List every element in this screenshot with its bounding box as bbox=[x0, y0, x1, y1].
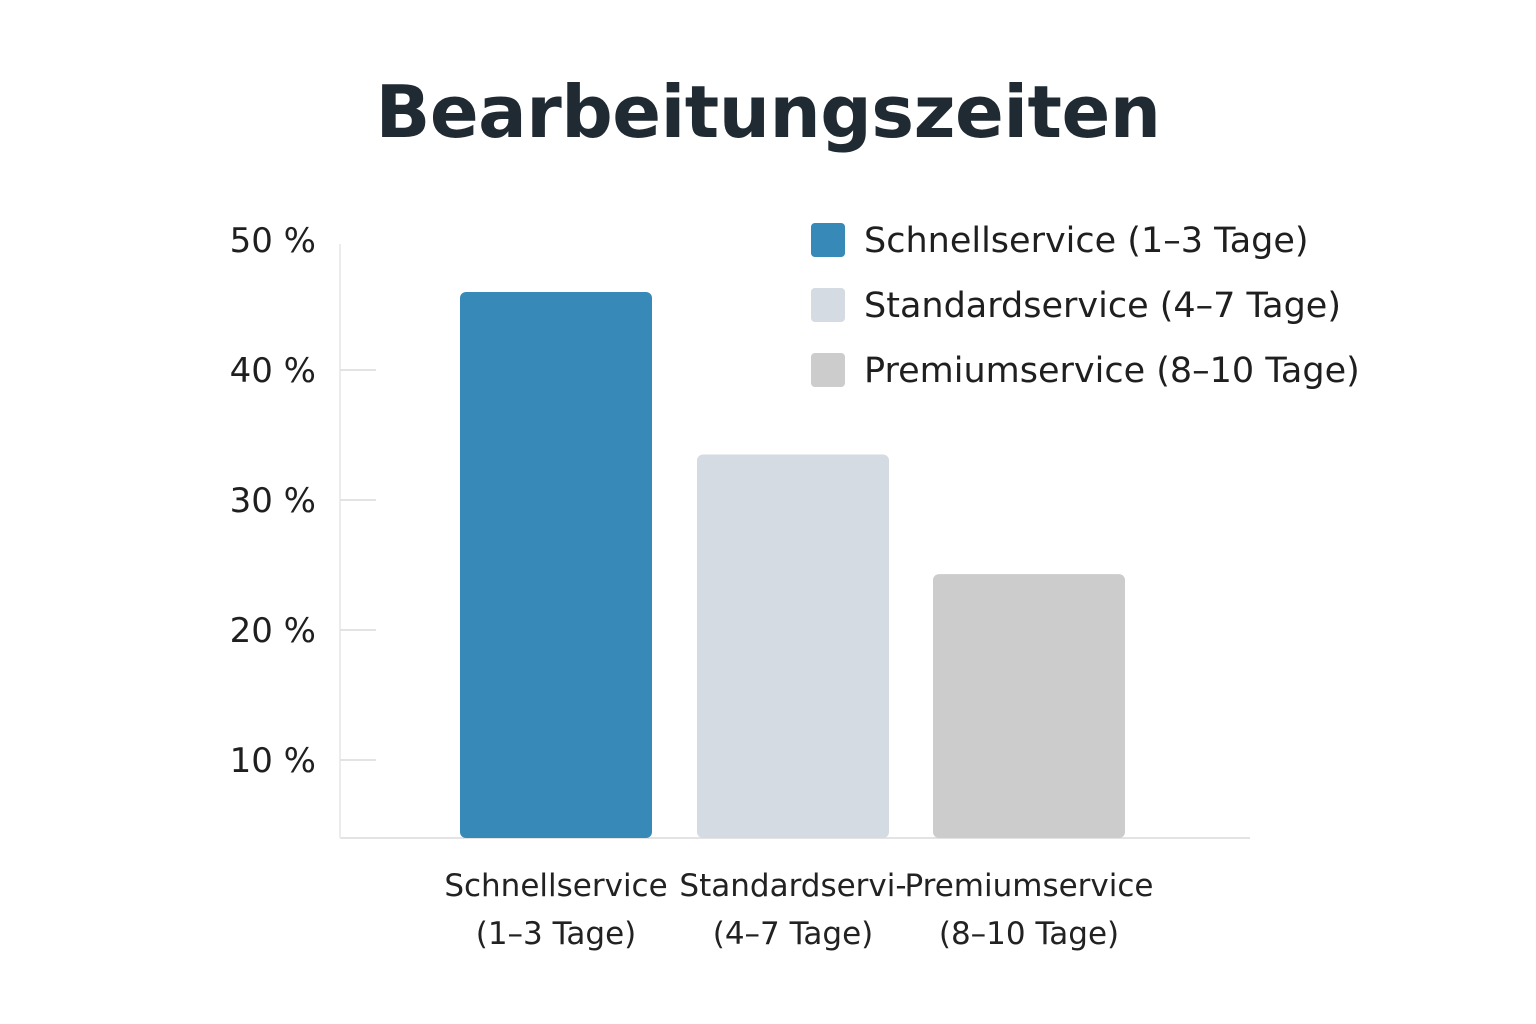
y-axis-ticks: 10 % 20 % 30 % 40 % 50 % bbox=[230, 221, 376, 781]
legend-swatch bbox=[811, 288, 845, 322]
legend-label: Standardservice (4–7 Tage) bbox=[864, 286, 1341, 326]
y-tick-label: 10 % bbox=[230, 741, 316, 781]
legend-label: Premiumservice (8–10 Tage) bbox=[864, 351, 1360, 391]
chart-title: Bearbeitungszeiten bbox=[375, 70, 1161, 154]
chart-legend: Schnellservice (1–3 Tage) Standardservice… bbox=[811, 221, 1360, 391]
y-tick-label: 30 % bbox=[230, 481, 316, 521]
x-category-label: Schnellservice bbox=[444, 868, 667, 904]
x-category-label: (1–3 Tage) bbox=[476, 916, 637, 952]
x-category-label: (4–7 Tage) bbox=[713, 916, 874, 952]
x-category-label: Premiumservice bbox=[905, 868, 1154, 904]
bar bbox=[697, 454, 889, 838]
y-tick-label: 20 % bbox=[230, 611, 316, 651]
y-tick-label: 50 % bbox=[230, 221, 316, 261]
bar bbox=[460, 292, 652, 838]
chart-bars bbox=[460, 292, 1125, 838]
x-category-label: (8–10 Tage) bbox=[939, 916, 1119, 952]
x-category-label: Standardservi- bbox=[679, 868, 906, 904]
legend-swatch bbox=[811, 353, 845, 387]
x-axis-labels: Schnellservice (1–3 Tage) Standardservi- (4… bbox=[444, 868, 1153, 952]
legend-label: Schnellservice (1–3 Tage) bbox=[864, 221, 1309, 261]
y-tick-label: 40 % bbox=[230, 351, 316, 391]
bar bbox=[933, 574, 1125, 838]
legend-swatch bbox=[811, 223, 845, 257]
